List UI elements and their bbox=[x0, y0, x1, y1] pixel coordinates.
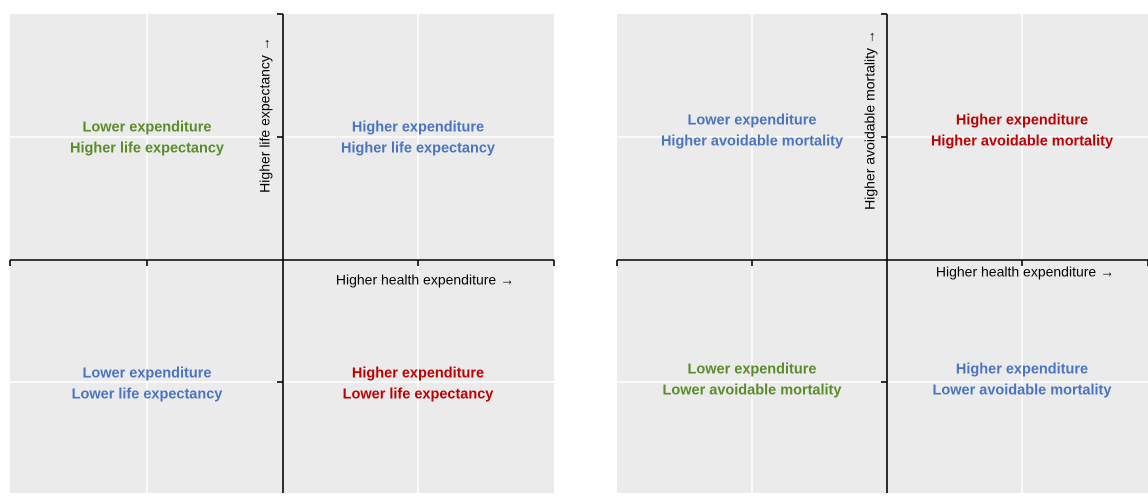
quadrant-label: Lower expenditure bbox=[83, 365, 212, 381]
x-axis-label: Higher health expenditure → bbox=[336, 272, 514, 288]
panel-background bbox=[10, 14, 554, 493]
quadrant-label: Lower expenditure bbox=[83, 119, 212, 135]
quadrant-label: Lower life expectancy bbox=[343, 386, 494, 402]
x-axis-label: Higher health expenditure → bbox=[936, 264, 1114, 280]
quadrant-label: Higher avoidable mortality bbox=[931, 133, 1113, 149]
quadrant-label: Higher expenditure bbox=[956, 361, 1088, 377]
quadrant-label: Higher avoidable mortality bbox=[661, 133, 843, 149]
panel-background bbox=[617, 14, 1148, 493]
quadrant-label: Lower expenditure bbox=[688, 112, 817, 128]
quadrant-label: Lower expenditure bbox=[688, 361, 817, 377]
quadrant-label: Lower avoidable mortality bbox=[663, 382, 842, 398]
y-axis-label: Higher avoidable mortality → bbox=[862, 30, 878, 210]
quadrant-label: Lower life expectancy bbox=[72, 386, 223, 402]
y-axis-label: Higher life expectancy → bbox=[257, 37, 273, 193]
quadrant-label: Higher expenditure bbox=[352, 365, 484, 381]
quadrant-label: Higher life expectancy bbox=[341, 140, 495, 156]
quadrant-label: Lower avoidable mortality bbox=[933, 382, 1112, 398]
quadrant-label: Higher expenditure bbox=[956, 112, 1088, 128]
quadrant-label: Higher expenditure bbox=[352, 119, 484, 135]
quadrant-label: Higher life expectancy bbox=[70, 140, 224, 156]
